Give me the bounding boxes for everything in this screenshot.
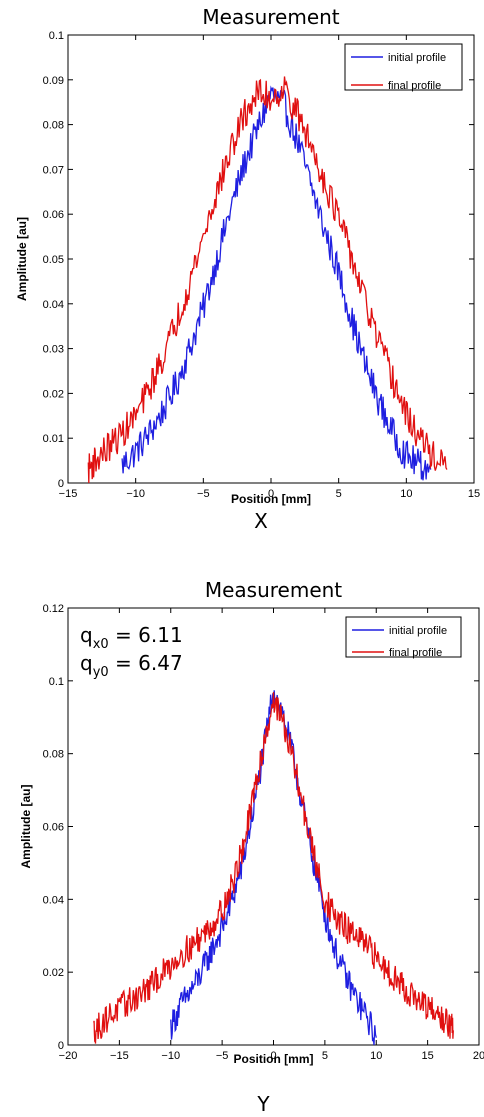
plot-area [67,607,480,1046]
annotation-symbol: q [80,623,93,647]
x-tick-label: 10 [370,1050,382,1062]
y-tick-label: 0.07 [43,164,64,176]
chart-panel-x: −15 −10 −5 0 5 10 15 0 0.01 0.02 0.03 0.04 0.05 0.06 0… [15,5,480,533]
annotation-subscript: y0 [93,665,109,680]
tune-annotation: qx0 = 6.11 [80,623,183,652]
x-tick-label: 10 [400,488,412,500]
y-tick-label: 0.02 [43,388,64,400]
y-tick-label: 0 [58,478,64,490]
y-tick-label: 0.02 [43,967,64,979]
annotation-subscript: x0 [93,637,109,652]
legend: initial profile final profile [345,616,462,659]
y-tick-label: 0.04 [43,894,64,906]
x-axis-label: Position [mm] [231,492,311,506]
x-tick-label: 0 [268,488,274,500]
legend-box [344,43,463,91]
legend-label: initial profile [388,52,446,64]
chart-title: Measurement [205,578,342,602]
series-line-final-profile [87,76,448,483]
x-tick-label: 15 [422,1050,434,1062]
x-axis-label: Position [mm] [234,1052,314,1066]
y-tick-label: 0.1 [49,676,64,688]
tune-annotation: qy0 = 6.47 [80,651,183,680]
x-tick-label: −5 [216,1050,229,1062]
x-tick-label: 15 [468,488,480,500]
legend: initial profile final profile [344,43,463,92]
x-tick-label: −5 [197,488,210,500]
x-tick-label: 5 [336,488,342,500]
series-line-initial-profile [121,85,432,481]
x-tick-label: −15 [110,1050,129,1062]
series-line-final-profile [93,692,454,1044]
x-tick-label: −10 [161,1050,180,1062]
y-axis-label: Amplitude [au] [15,217,29,301]
y-axis-label: Amplitude [au] [19,785,33,869]
y-tick-label: 0 [58,1040,64,1052]
y-tick-label: 0.05 [43,254,64,266]
y-tick-label: 0.04 [43,299,64,311]
y-tick-label: 0.01 [43,433,64,445]
y-tick-label: 0.03 [43,344,64,356]
y-tick-label: 0.08 [43,749,64,761]
chart-panel-y: −20 −15 −10 −5 0 5 10 15 20 0 0.02 0.04 0.06 0.08 0.1 0… [19,578,484,1116]
x-tick-label: 20 [473,1050,484,1062]
annotation-value: = 6.11 [109,623,183,647]
y-tick-label: 0.06 [43,209,64,221]
y-tick-label: 0.12 [43,603,64,615]
x-tick-label: 0 [270,1050,276,1062]
chart-title: Measurement [202,5,339,29]
annotation-value: = 6.47 [109,651,183,675]
legend-label: initial profile [389,625,447,637]
y-tick-label: 0.1 [49,30,64,42]
legend-label: final profile [389,647,442,659]
x-tick-label: −20 [59,1050,78,1062]
x-tick-label: −10 [126,488,145,500]
x-tick-label: 5 [322,1050,328,1062]
y-tick-label: 0.08 [43,120,64,132]
legend-box [345,616,462,658]
annotation-symbol: q [80,651,93,675]
y-tick-label: 0.09 [43,75,64,87]
x-tick-label: −15 [59,488,78,500]
panel-caption: X [254,509,268,533]
legend-label: final profile [388,80,441,92]
panel-caption: Y [256,1092,270,1116]
y-tick-label: 0.06 [43,822,64,834]
